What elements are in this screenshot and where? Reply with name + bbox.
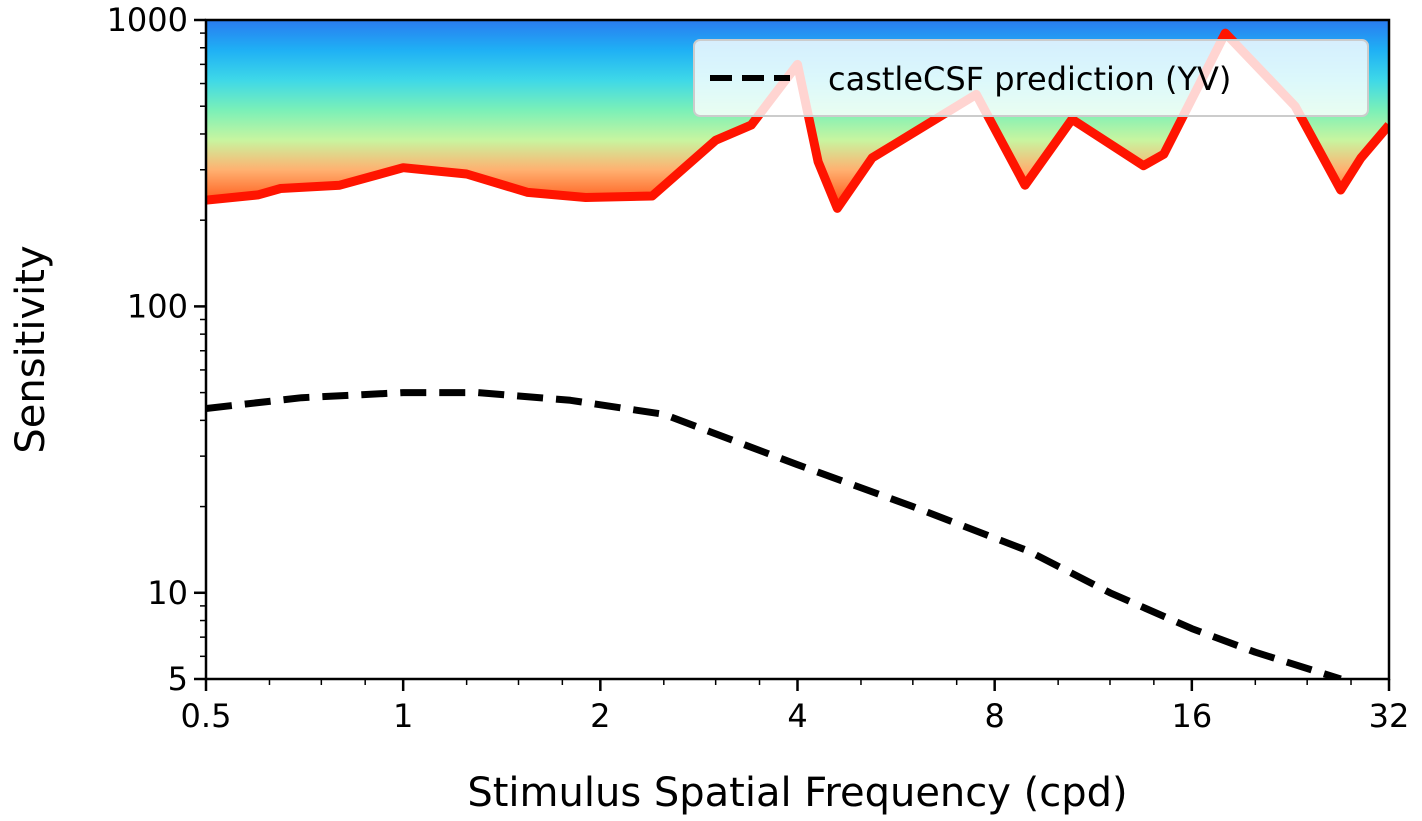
legend-box: [693, 39, 1369, 117]
x-tick-label: 2: [590, 697, 610, 735]
contour-lower-edge: [206, 28, 1389, 213]
x-axis: 0.5 1 2 4 8 16 32: [181, 679, 1410, 735]
x-tick-label: 0.5: [181, 697, 232, 735]
legend: castleCSF prediction (YV): [693, 39, 1369, 117]
y-tick-label: 10: [147, 574, 188, 612]
x-tick-label: 16: [1171, 697, 1212, 735]
y-tick-label: 100: [127, 287, 188, 325]
y-axis: 5 10 100 1000: [107, 1, 206, 698]
x-tick-label: 1: [393, 697, 413, 735]
legend-label-castlecsf: castleCSF prediction (YV): [828, 60, 1231, 98]
y-tick-label: 5: [168, 660, 188, 698]
x-tick-label: 8: [984, 697, 1004, 735]
x-tick-label: 4: [787, 697, 807, 735]
x-axis-title: Stimulus Spatial Frequency (cpd): [467, 770, 1127, 816]
y-tick-label: 1000: [107, 1, 188, 39]
series-layer: [206, 389, 1342, 679]
y-axis-title: Sensitivity: [8, 245, 54, 453]
x-tick-label: 32: [1369, 697, 1410, 735]
series-line-0: [206, 389, 1342, 679]
